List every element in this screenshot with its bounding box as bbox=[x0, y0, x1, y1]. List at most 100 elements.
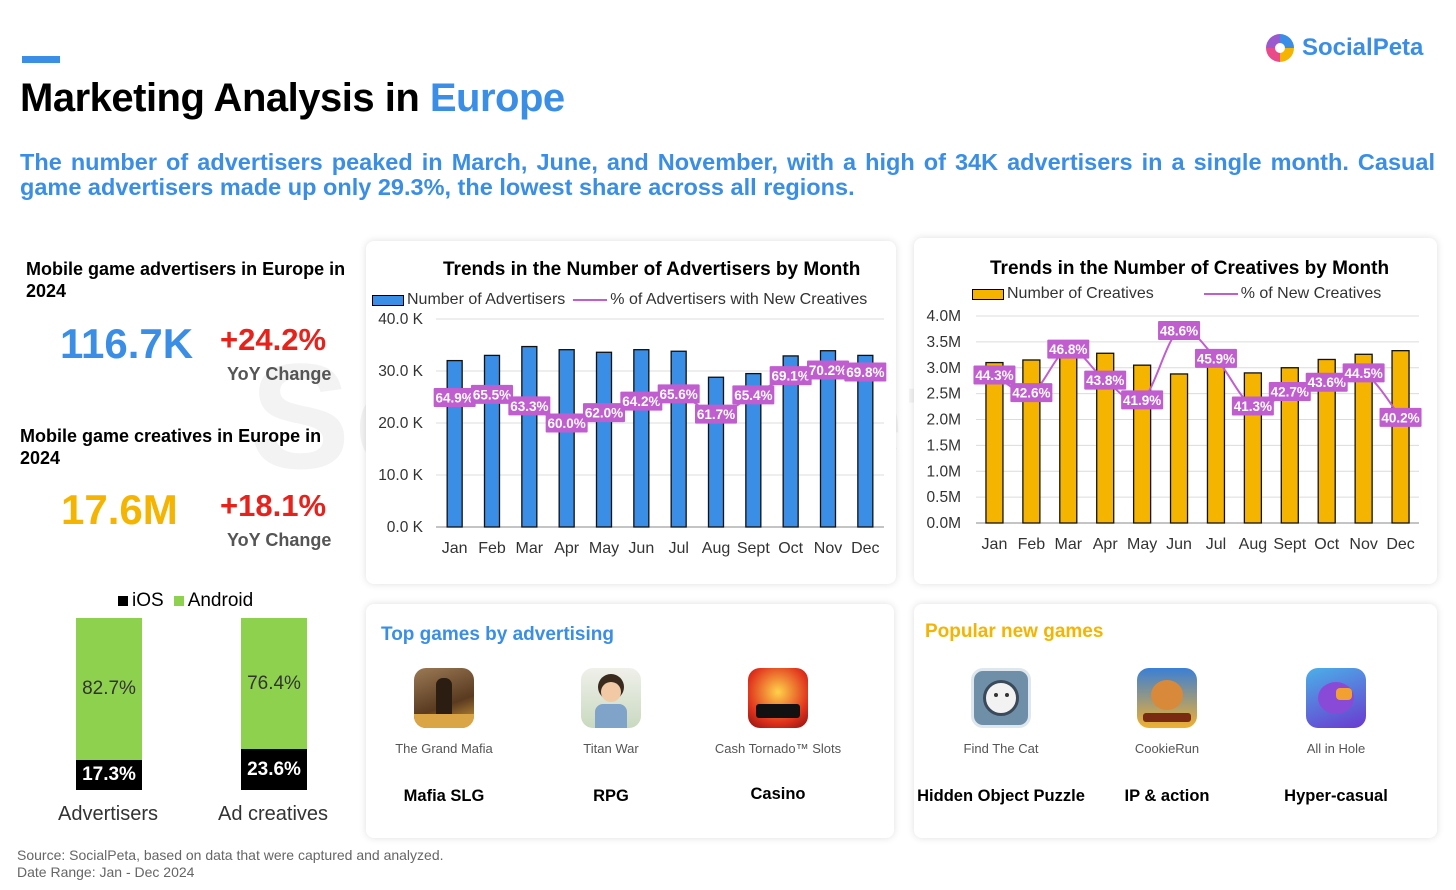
data-label-box bbox=[1158, 320, 1201, 340]
y-tick-label: 20.0 K bbox=[378, 415, 423, 432]
bar bbox=[1280, 367, 1299, 524]
source-text: Source: SocialPeta, based on data that w… bbox=[17, 847, 444, 863]
data-label: 65.4% bbox=[734, 388, 772, 403]
data-label-box bbox=[732, 385, 775, 405]
data-label: 70.2% bbox=[809, 363, 847, 378]
x-tick-label: Mar bbox=[516, 540, 544, 557]
data-label: 69.8% bbox=[846, 365, 884, 380]
game-name: Titan War bbox=[583, 741, 639, 756]
data-label-box bbox=[1231, 396, 1274, 416]
x-tick-label: Dec bbox=[1386, 536, 1414, 553]
top-game-item[interactable]: Cash Tornado™ Slots Casino bbox=[693, 668, 863, 804]
x-tick-label: Jun bbox=[1166, 536, 1192, 553]
advertisers-bar-label: Advertisers bbox=[58, 803, 159, 825]
advertisers-legend-bar-label: Number of Advertisers bbox=[407, 291, 566, 308]
top-game-item[interactable]: The Grand Mafia Mafia SLG bbox=[359, 668, 529, 806]
bar bbox=[558, 349, 575, 528]
data-label-box bbox=[1084, 370, 1127, 390]
mafia-game-icon bbox=[414, 668, 474, 728]
bar bbox=[521, 345, 538, 528]
x-tick-label: Aug bbox=[1239, 536, 1267, 553]
creatives-legend-bar-label: Number of Creatives bbox=[1007, 285, 1154, 302]
data-label: 41.3% bbox=[1234, 399, 1272, 414]
x-tick-label: Feb bbox=[1018, 536, 1046, 553]
y-tick-label: 0.5M bbox=[927, 489, 961, 506]
x-tick-label: Nov bbox=[1349, 536, 1377, 553]
x-tick-label: Oct bbox=[1314, 536, 1339, 553]
bar bbox=[1354, 353, 1373, 524]
game-name: Find The Cat bbox=[963, 741, 1039, 756]
x-tick-label: Mar bbox=[1055, 536, 1083, 553]
bar bbox=[1132, 364, 1152, 524]
x-tick-label: Jul bbox=[668, 540, 688, 557]
data-label-box bbox=[973, 365, 1016, 385]
data-label: 62.0% bbox=[585, 406, 623, 421]
top-games-title: Top games by advertising bbox=[381, 624, 614, 645]
bar bbox=[857, 354, 874, 528]
creatives-chart-title: Trends in the Number of Creatives by Mon… bbox=[990, 258, 1390, 279]
creatives-chart-svg: 0.0M 0.5M 1.0M 1.5M 2.0M 2.5M 3.0M 3.5M 4.0M Jan F… bbox=[927, 308, 1422, 553]
advertisers-legend-line-label: % of Advertisers with New Creatives bbox=[610, 291, 868, 308]
data-label: 40.2% bbox=[1381, 410, 1419, 425]
data-label: 61.7% bbox=[697, 407, 735, 422]
bar bbox=[483, 354, 501, 528]
creatives-stat-value: 17.6M bbox=[61, 486, 178, 533]
data-label: 41.9% bbox=[1123, 393, 1161, 408]
game-name: All in Hole bbox=[1306, 741, 1366, 756]
new-game-item[interactable]: CookieRun IP & action bbox=[1082, 668, 1252, 806]
advertisers-legend-line-swatch bbox=[573, 299, 608, 301]
data-label: 69.1% bbox=[772, 369, 810, 384]
game-genre: IP & action bbox=[1124, 787, 1210, 805]
advertisers-legend-swatch bbox=[372, 294, 404, 306]
data-label-box bbox=[1305, 372, 1348, 392]
data-label-box bbox=[620, 391, 663, 411]
bar bbox=[1059, 341, 1078, 524]
x-tick-label: Apr bbox=[1093, 536, 1119, 553]
cookierun-game-icon bbox=[1137, 668, 1197, 728]
y-tick-label: 0.0M bbox=[927, 515, 961, 532]
ios-legend-label: iOS bbox=[132, 590, 164, 611]
bar bbox=[595, 351, 613, 528]
advertisers-stat-value: 116.7K bbox=[60, 320, 194, 367]
game-genre: Hyper-casual bbox=[1284, 787, 1388, 805]
x-tick-label: Feb bbox=[478, 540, 506, 557]
game-name: The Grand Mafia bbox=[395, 741, 493, 756]
creatives-platform-bar: 76.4% 23.6% bbox=[241, 618, 307, 790]
game-name: Cash Tornado™ Slots bbox=[714, 741, 842, 756]
y-tick-label: 2.0M bbox=[927, 412, 961, 429]
y-tick-label: 3.5M bbox=[927, 334, 961, 351]
new-game-item[interactable]: Find The Cat Hidden Object Puzzle bbox=[916, 668, 1086, 806]
title-accent-bar bbox=[22, 56, 60, 63]
creatives-legend-line-label: % of New Creatives bbox=[1240, 285, 1382, 302]
data-label: 45.9% bbox=[1197, 351, 1235, 366]
data-label: 64.9% bbox=[436, 391, 474, 406]
bar bbox=[670, 350, 687, 528]
x-tick-label: Jan bbox=[442, 540, 468, 557]
bar bbox=[707, 376, 725, 528]
advertisers-yoy-label: YoY Change bbox=[227, 364, 332, 384]
game-genre: Hidden Object Puzzle bbox=[917, 787, 1085, 805]
advertisers-chart-title: Trends in the Number of Advertisers by M… bbox=[443, 259, 861, 280]
data-label-box bbox=[769, 366, 812, 386]
data-label-box bbox=[1121, 390, 1164, 410]
top-game-item[interactable]: Titan War RPG bbox=[526, 668, 696, 806]
creatives-ios-segment: 23.6% bbox=[241, 749, 307, 790]
logo-text: SocialPeta bbox=[1302, 34, 1424, 61]
data-label-box bbox=[1010, 383, 1053, 403]
data-label-box bbox=[508, 396, 551, 416]
page-subtitle: The number of advertisers peaked in Marc… bbox=[20, 149, 1435, 200]
game-genre: RPG bbox=[593, 787, 629, 805]
x-tick-label: Jul bbox=[1206, 536, 1226, 553]
bar bbox=[745, 372, 762, 528]
data-label-box bbox=[1194, 348, 1237, 368]
advertisers-chart-panel: Trends in the Number of Advertisers by M… bbox=[366, 241, 896, 584]
creatives-android-segment: 76.4% bbox=[241, 618, 307, 749]
creatives-yoy-value: +18.1% bbox=[220, 488, 327, 523]
x-tick-label: Dec bbox=[851, 540, 879, 557]
creatives-stat-label: Mobile game creatives in Europe in 2024 bbox=[20, 426, 322, 468]
creatives-legend-line-swatch bbox=[1203, 293, 1238, 295]
new-game-item[interactable]: All in Hole Hyper-casual bbox=[1251, 668, 1421, 806]
cat-game-icon bbox=[971, 668, 1031, 728]
bar bbox=[1391, 350, 1410, 524]
source-note: Source: SocialPeta, based on data that w… bbox=[17, 847, 444, 881]
